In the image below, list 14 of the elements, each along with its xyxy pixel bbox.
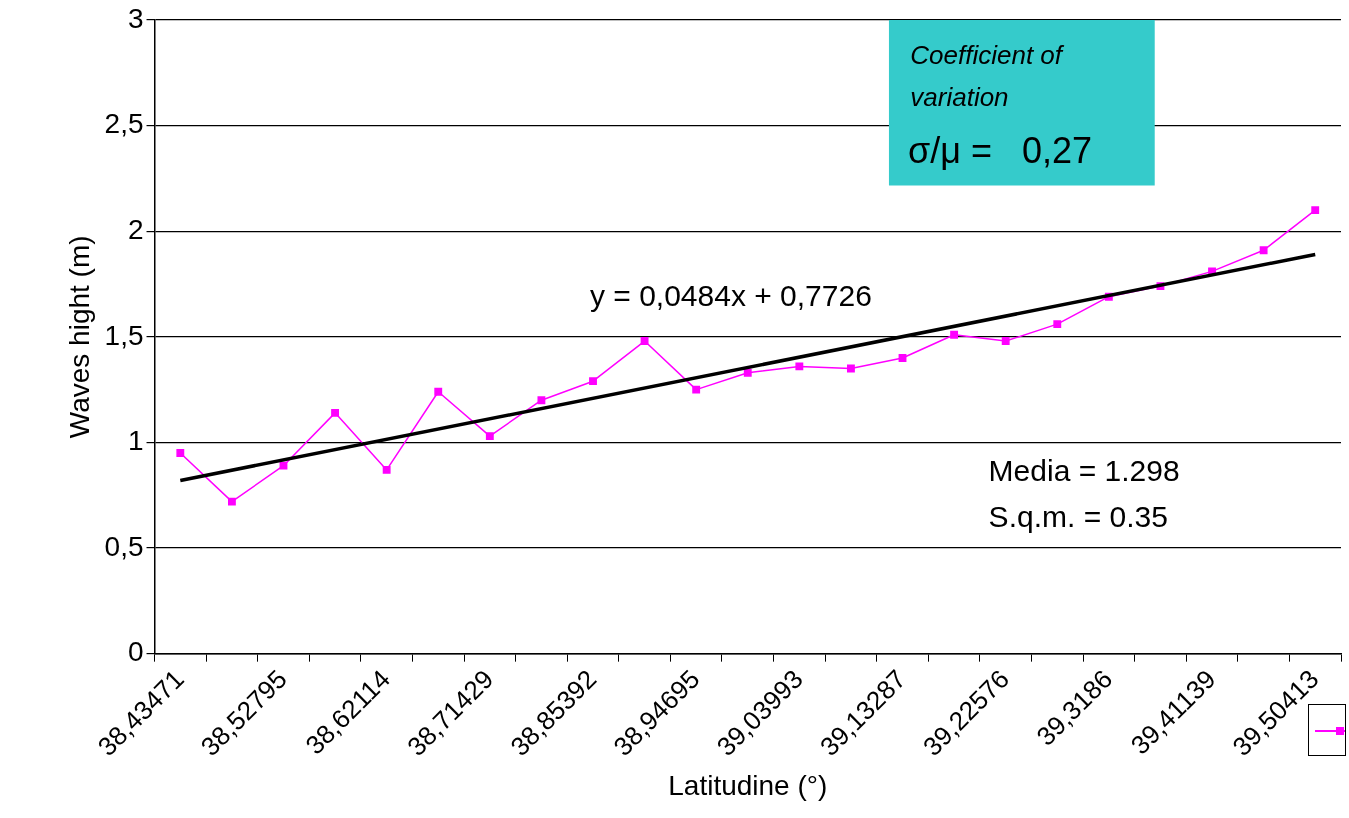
- annotation: S.q.m. = 0.35: [988, 499, 1168, 533]
- y-tick-label: 3: [127, 2, 144, 34]
- annotation: Media = 1.298: [988, 453, 1180, 487]
- annotation: Coefficient of variation: [910, 40, 1065, 112]
- y-axis-title: Waves hight (m): [63, 235, 95, 439]
- y-tick-label: 1: [127, 425, 144, 457]
- y-tick-label: 1,5: [104, 319, 144, 351]
- annotation: y = 0,0484x + 0,7726: [589, 278, 872, 312]
- x-axis-title: Latitudine (°): [668, 769, 828, 801]
- y-tick-label: 0: [127, 636, 144, 668]
- y-tick-label: 2,5: [104, 108, 144, 140]
- y-tick-label: 0,5: [104, 530, 144, 562]
- annotation: σ/μ = 0,27: [907, 129, 1092, 171]
- y-tick-label: 2: [127, 213, 144, 245]
